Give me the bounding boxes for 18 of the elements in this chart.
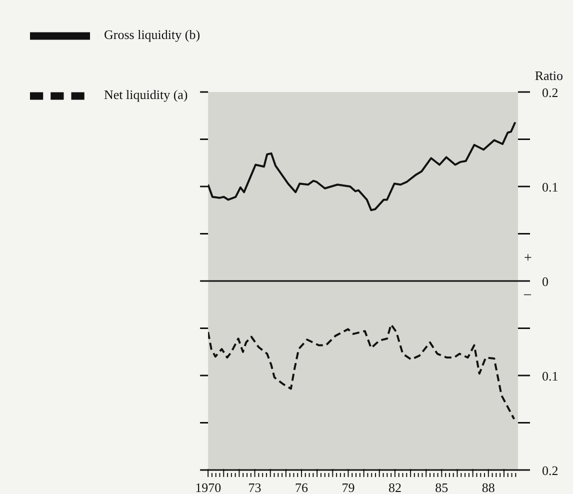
text: + <box>524 251 532 267</box>
x-tick-label: 76 <box>295 480 309 494</box>
legend-label: Net liquidity (a) <box>104 86 188 102</box>
x-tick-label: 1970 <box>195 480 222 494</box>
x-tick-label: 73 <box>248 480 262 494</box>
y-tick-label: 0.1 <box>542 368 558 384</box>
x-tick-label: 85 <box>435 480 448 494</box>
y-tick-label: 0.2 <box>542 463 558 478</box>
legend-label: Gross liquidity (b) <box>104 26 200 42</box>
x-tick-label: 82 <box>388 480 402 494</box>
y-axis-title: Ratio <box>534 68 563 84</box>
x-tick-label: 88 <box>482 480 495 494</box>
text: – <box>524 287 531 303</box>
y-tick-label: 0.2 <box>542 85 558 100</box>
y-tick-label: 0.1 <box>542 180 558 194</box>
x-tick-label: 79 <box>342 480 355 494</box>
y-tick-label: 0 <box>542 274 548 289</box>
line-series <box>208 323 516 420</box>
